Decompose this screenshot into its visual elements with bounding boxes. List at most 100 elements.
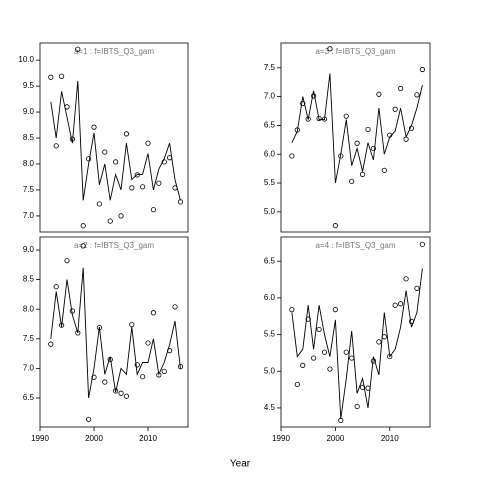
y-tick-label: 8.0: [23, 304, 35, 313]
data-point: [398, 301, 404, 307]
fit-line: [291, 73, 423, 184]
data-point: [316, 326, 322, 333]
data-point: [145, 340, 151, 346]
data-point: [59, 73, 65, 79]
data-point: [75, 46, 81, 52]
data-point: [376, 339, 382, 345]
data-point: [53, 284, 59, 290]
x-tick-label: 1990: [31, 434, 49, 443]
y-tick-label: 7.0: [23, 364, 35, 373]
data-point: [403, 276, 409, 282]
panel: a=4 : f=IBTS_Q3_gam 4.5 5.0 5.5 6.0 6.5 1990 20…: [264, 236, 431, 443]
y-tick-label: 6.5: [264, 256, 276, 265]
data-point: [327, 46, 333, 52]
data-point: [376, 91, 382, 97]
data-point: [80, 243, 86, 249]
data-point: [289, 307, 295, 313]
data-point: [172, 304, 178, 310]
y-tick-label: 5.5: [264, 330, 276, 339]
data-point: [145, 140, 151, 146]
data-point: [96, 201, 103, 207]
y-tick-label: 7.5: [264, 63, 276, 72]
y-tick-label: 6.0: [264, 293, 276, 302]
data-point: [150, 310, 157, 316]
y-tick-label: 6.5: [23, 393, 35, 402]
data-point: [349, 355, 355, 361]
y-tick-label: 7.5: [23, 185, 35, 194]
data-point: [354, 403, 360, 410]
data-point: [305, 316, 311, 322]
data-point: [102, 379, 108, 385]
panel: a=3 : f=IBTS_Q3_gam 5.0 5.5 6.0 6.5 7.0 7.5: [264, 42, 431, 233]
data-point: [359, 171, 366, 177]
data-point: [419, 66, 425, 73]
data-point: [321, 349, 328, 355]
data-point: [419, 241, 425, 247]
data-point: [91, 124, 97, 130]
x-tick-label: 2010: [139, 434, 157, 443]
fit-line: [50, 80, 181, 201]
x-tick-label: 2010: [381, 434, 399, 443]
data-point: [300, 362, 306, 368]
data-point: [332, 307, 338, 313]
data-point: [343, 349, 349, 355]
data-point: [177, 364, 184, 370]
data-point: [134, 362, 140, 368]
fit-line: [50, 267, 181, 399]
y-tick-label: 4.5: [264, 403, 276, 412]
panel-frame: [280, 236, 431, 428]
y-tick-label: 8.5: [23, 133, 35, 142]
panel: a=1 : f=IBTS_Q3_gam 7.0 7.5 8.0 8.5 9.0 9.5 10.…: [18, 42, 189, 233]
data-point: [311, 93, 317, 99]
y-tick-label: 9.0: [23, 245, 35, 254]
x-axis-label: Year: [230, 459, 251, 470]
panel-title: a=4 : f=IBTS_Q3_gam: [315, 241, 395, 250]
data-point: [289, 153, 295, 159]
data-point: [113, 388, 119, 394]
data-point: [305, 116, 311, 122]
data-point: [359, 384, 366, 390]
data-point: [365, 126, 371, 133]
panel-title: a=2 : f=IBTS_Q3_gam: [74, 241, 154, 250]
data-point: [398, 85, 404, 92]
y-tick-label: 8.0: [23, 159, 35, 168]
y-tick-label: 10.0: [18, 55, 34, 64]
panel-frame: [39, 42, 189, 233]
data-point: [118, 213, 124, 219]
data-point: [349, 178, 355, 184]
y-tick-label: 5.0: [264, 366, 276, 375]
data-point: [392, 106, 398, 112]
data-point: [177, 199, 184, 205]
data-point: [48, 74, 54, 80]
data-point: [332, 223, 338, 229]
data-point: [414, 285, 420, 291]
data-point: [161, 368, 167, 374]
y-tick-label: 5.0: [264, 207, 276, 216]
data-point: [381, 167, 387, 173]
data-point: [64, 258, 70, 264]
y-tick-label: 9.0: [23, 107, 35, 116]
data-point: [316, 115, 322, 122]
fit-line: [291, 268, 423, 419]
data-point: [53, 143, 59, 149]
panel-title: a=3 : f=IBTS_Q3_gam: [315, 47, 395, 56]
data-point: [129, 322, 135, 328]
data-point: [354, 140, 360, 146]
data-point: [392, 302, 398, 308]
y-tick-label: 7.0: [23, 211, 35, 220]
y-tick-label: 9.5: [23, 81, 35, 90]
y-tick-label: 7.5: [23, 334, 35, 343]
panel-title: a=1 : f=IBTS_Q3_gam: [74, 47, 154, 56]
panel-frame: [39, 236, 189, 428]
x-tick-label: 2000: [326, 434, 344, 443]
panel-frame: [280, 42, 431, 233]
data-point: [107, 218, 113, 224]
data-point: [343, 113, 349, 119]
data-point: [80, 223, 86, 229]
data-point: [140, 374, 146, 380]
data-point: [300, 100, 306, 107]
data-point: [48, 341, 54, 347]
y-tick-label: 6.5: [264, 121, 276, 130]
data-point: [86, 156, 92, 162]
data-point: [414, 92, 420, 98]
